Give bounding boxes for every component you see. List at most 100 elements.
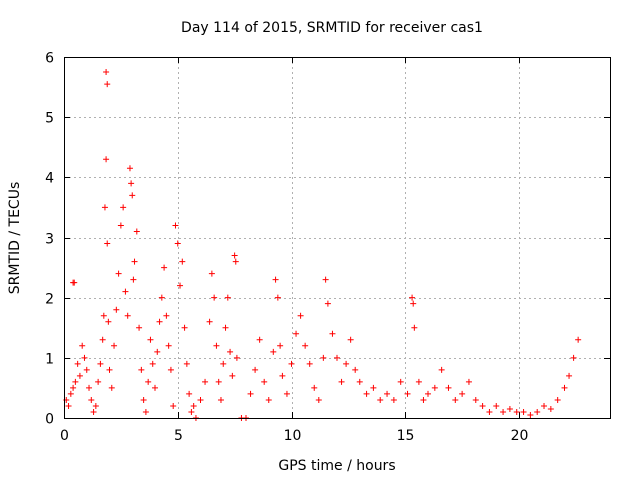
- data-point: [190, 402, 197, 409]
- data-point: [224, 294, 231, 301]
- data-point: [100, 312, 107, 319]
- data-point: [165, 342, 172, 349]
- axis-ticks: 0 5 10 15 20 0 1 2 3 4 5 6: [45, 51, 610, 444]
- data-point: [136, 324, 143, 331]
- y-tick-label: 0: [45, 412, 54, 428]
- data-point: [322, 276, 329, 283]
- data-point: [197, 396, 204, 403]
- data-point: [500, 408, 507, 415]
- data-point: [324, 300, 331, 307]
- data-point: [261, 378, 268, 385]
- data-point: [90, 408, 97, 415]
- data-point: [486, 408, 493, 415]
- data-point: [202, 378, 209, 385]
- data-point: [420, 396, 427, 403]
- data-point: [220, 360, 227, 367]
- data-point: [120, 204, 127, 211]
- data-point: [65, 402, 72, 409]
- data-point: [99, 336, 106, 343]
- data-point: [158, 294, 165, 301]
- data-point: [215, 378, 222, 385]
- data-point: [67, 390, 74, 397]
- data-point: [274, 294, 281, 301]
- plot-frame: [64, 57, 611, 419]
- data-point: [472, 396, 479, 403]
- data-point: [156, 318, 163, 325]
- data-point: [211, 294, 218, 301]
- data-point: [479, 402, 486, 409]
- data-point: [170, 402, 177, 409]
- data-point: [188, 408, 195, 415]
- data-point: [338, 378, 345, 385]
- x-tick-label: 10: [284, 428, 302, 444]
- data-point: [293, 330, 300, 337]
- data-point: [534, 408, 541, 415]
- data-point: [527, 411, 534, 418]
- data-point: [575, 336, 582, 343]
- data-point: [384, 390, 391, 397]
- data-point: [126, 165, 133, 172]
- data-point: [74, 360, 81, 367]
- data-point: [438, 366, 445, 373]
- data-point: [377, 396, 384, 403]
- data-point: [233, 354, 240, 361]
- y-axis-label: SRMTID / TECUs: [7, 182, 23, 295]
- data-point: [272, 276, 279, 283]
- data-point: [131, 258, 138, 265]
- data-point: [70, 384, 77, 391]
- data-point: [133, 228, 140, 235]
- grid: [64, 57, 610, 418]
- data-point: [431, 384, 438, 391]
- data-point: [410, 300, 417, 307]
- data-point: [465, 378, 472, 385]
- x-tick-label: 5: [174, 428, 183, 444]
- x-tick-label: 15: [397, 428, 415, 444]
- data-point: [297, 312, 304, 319]
- data-point: [397, 378, 404, 385]
- data-point: [306, 360, 313, 367]
- data-point: [105, 318, 112, 325]
- data-point: [95, 378, 102, 385]
- data-point: [343, 360, 350, 367]
- data-point: [334, 354, 340, 361]
- data-point: [76, 372, 83, 379]
- data-point: [217, 396, 224, 403]
- data-point: [129, 192, 136, 199]
- data-point: [111, 342, 118, 349]
- data-point: [283, 390, 290, 397]
- data-point: [547, 405, 554, 412]
- data-point: [320, 354, 327, 361]
- data-point: [154, 348, 161, 355]
- data-point: [288, 360, 295, 367]
- data-point: [124, 312, 131, 319]
- data-point: [117, 222, 124, 229]
- y-tick-label: 4: [45, 171, 54, 187]
- data-point: [247, 390, 254, 397]
- data-point: [208, 270, 215, 277]
- data-point: [311, 384, 318, 391]
- data-point: [452, 396, 459, 403]
- data-point: [138, 366, 145, 373]
- data-point: [425, 390, 431, 397]
- data-point: [363, 390, 370, 397]
- data-point: [256, 336, 263, 343]
- data-point: [445, 384, 452, 391]
- data-point: [72, 378, 79, 385]
- data-point: [161, 264, 168, 271]
- y-tick-label: 2: [45, 292, 54, 308]
- data-point: [106, 366, 113, 373]
- data-point: [352, 366, 359, 373]
- data-point: [415, 378, 422, 385]
- x-tick-label: 0: [60, 428, 69, 444]
- data-point: [183, 360, 190, 367]
- data-point: [404, 390, 411, 397]
- data-point: [152, 384, 158, 391]
- data-point: [140, 396, 147, 403]
- data-point: [130, 276, 137, 283]
- data-point: [92, 402, 99, 409]
- data-point: [181, 324, 188, 331]
- data-point: [103, 69, 110, 76]
- data-point: [459, 390, 466, 397]
- x-axis-label: GPS time / hours: [278, 458, 395, 474]
- data-point: [101, 204, 108, 211]
